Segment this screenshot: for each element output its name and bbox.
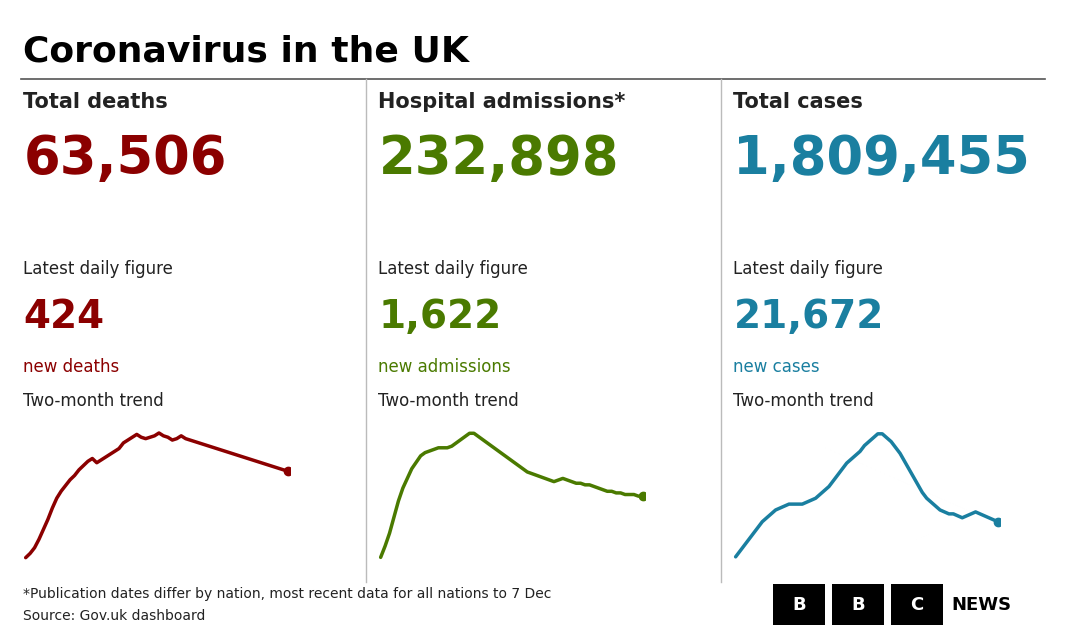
- Text: 21,672: 21,672: [733, 298, 884, 335]
- Bar: [833, 584, 884, 625]
- Text: Latest daily figure: Latest daily figure: [378, 260, 529, 277]
- Bar: [773, 584, 825, 625]
- Text: 1,622: 1,622: [378, 298, 502, 335]
- Text: Latest daily figure: Latest daily figure: [23, 260, 174, 277]
- Text: Hospital admissions*: Hospital admissions*: [378, 92, 626, 112]
- Bar: [891, 584, 943, 625]
- Text: B: B: [792, 596, 806, 613]
- Text: 63,506: 63,506: [23, 133, 227, 185]
- Text: new admissions: new admissions: [378, 358, 511, 375]
- Text: Two-month trend: Two-month trend: [733, 392, 874, 410]
- Text: *Publication dates differ by nation, most recent data for all nations to 7 Dec: *Publication dates differ by nation, mos…: [23, 587, 552, 601]
- Text: new deaths: new deaths: [23, 358, 119, 375]
- Text: NEWS: NEWS: [952, 596, 1012, 613]
- Text: B: B: [852, 596, 865, 613]
- Text: Two-month trend: Two-month trend: [378, 392, 519, 410]
- Text: 232,898: 232,898: [378, 133, 619, 185]
- Text: Source: Gov.uk dashboard: Source: Gov.uk dashboard: [23, 609, 206, 623]
- Text: new cases: new cases: [733, 358, 820, 375]
- Text: 424: 424: [23, 298, 104, 335]
- Text: Total deaths: Total deaths: [23, 92, 168, 112]
- Text: Coronavirus in the UK: Coronavirus in the UK: [23, 35, 469, 69]
- Text: Latest daily figure: Latest daily figure: [733, 260, 884, 277]
- Text: C: C: [910, 596, 924, 613]
- Text: Total cases: Total cases: [733, 92, 863, 112]
- Text: Two-month trend: Two-month trend: [23, 392, 164, 410]
- Text: 1,809,455: 1,809,455: [733, 133, 1030, 185]
